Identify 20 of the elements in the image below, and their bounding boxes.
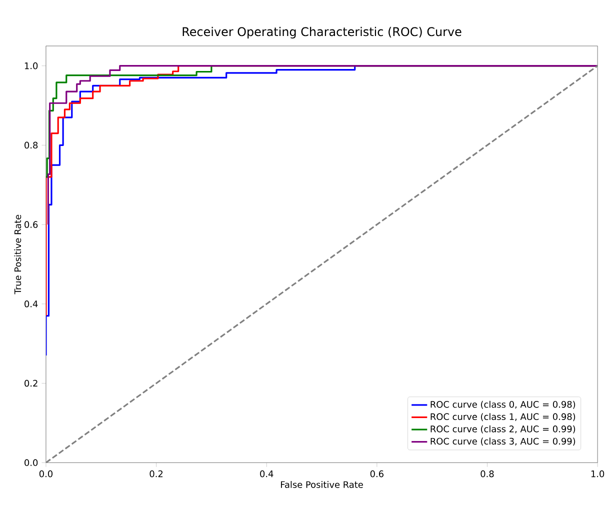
x-tick-label: 0.4 bbox=[260, 470, 274, 478]
y-tick-label: 0.6 bbox=[24, 221, 38, 228]
line-series bbox=[47, 65, 598, 226]
x-tick-label: 0.8 bbox=[480, 470, 494, 478]
x-axis-title: False Positive Rate bbox=[281, 481, 363, 488]
y-axis-title: True Positive Rate bbox=[14, 215, 22, 294]
legend-label: ROC curve (class 1, AUC = 0.98) bbox=[430, 413, 576, 422]
legend-label: ROC curve (class 2, AUC = 0.99) bbox=[430, 426, 576, 434]
y-tick-label: 0.8 bbox=[24, 142, 38, 149]
legend-label: ROC curve (class 3, AUC = 0.99) bbox=[430, 438, 576, 446]
y-tick-label: 0.0 bbox=[24, 459, 38, 466]
y-tick-label: 1.0 bbox=[24, 62, 38, 70]
y-tick-label: 0.2 bbox=[24, 380, 38, 387]
y-tick-label: 0.4 bbox=[24, 300, 38, 308]
x-tick-label: 0.2 bbox=[150, 470, 163, 478]
chart-title: Receiver Operating Characteristic (ROC) Curve bbox=[182, 27, 462, 39]
x-tick-label: 0.6 bbox=[370, 470, 384, 478]
legend-label: ROC curve (class 0, AUC = 0.98) bbox=[430, 401, 576, 410]
x-tick-label: 1.0 bbox=[591, 470, 604, 478]
x-tick-label: 0.0 bbox=[39, 470, 52, 478]
